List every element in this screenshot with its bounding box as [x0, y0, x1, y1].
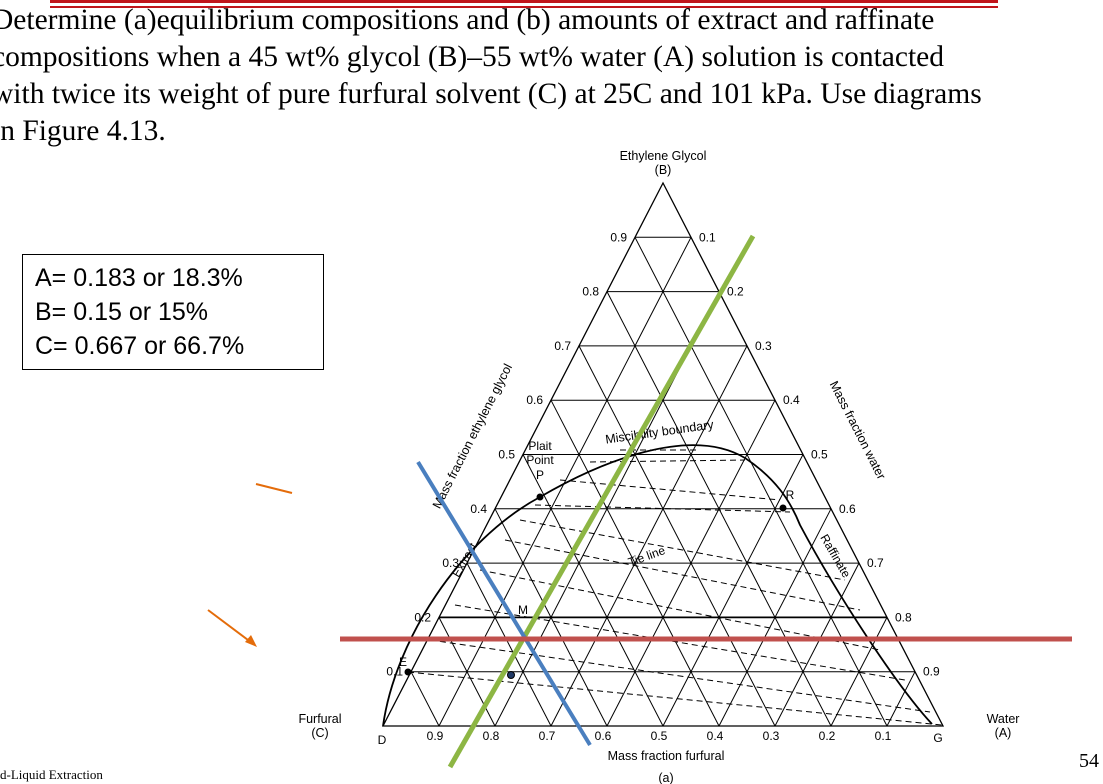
grid-line-a — [550, 345, 748, 727]
left-tick-label: 0.3 — [442, 556, 459, 570]
bottom-tick-label: 0.6 — [595, 729, 612, 743]
plait-label-3: P — [536, 468, 544, 482]
answer-b: B= 0.15 or 15% — [35, 298, 209, 326]
grid-line-c — [410, 671, 440, 727]
right-tick-label: 0.3 — [755, 339, 772, 353]
bottom-tick-label: 0.8 — [483, 729, 500, 743]
tie-line — [589, 459, 746, 463]
problem-line-2: compositions when a 45 wt% glycol (B)–55… — [0, 41, 945, 73]
tie-line — [559, 479, 781, 501]
answer-box: A= 0.183 or 18.3% B= 0.15 or 15% C= 0.66… — [22, 254, 324, 370]
point-label-e: E — [399, 655, 407, 669]
right-tick-label: 0.6 — [839, 502, 856, 516]
apex-left-label: Furfural — [298, 712, 341, 726]
right-tick-label: 0.5 — [811, 448, 828, 462]
bottom-tick-label: 0.2 — [819, 729, 836, 743]
point-label-g: G — [933, 731, 942, 745]
tie-line-label: Tie line — [626, 543, 667, 569]
apex-top-sub: (B) — [655, 163, 672, 177]
tie-line — [504, 539, 861, 611]
bottom-tick-label: 0.5 — [651, 729, 668, 743]
left-tick-label: 0.9 — [610, 230, 627, 244]
grid-line-c — [466, 562, 552, 727]
tie-line — [454, 604, 906, 681]
footer-text: d-Liquid Extraction — [0, 767, 103, 782]
problem-line-4: in Figure 4.13. — [0, 115, 166, 147]
tick-labels: 0.9 0.8 0.7 0.6 0.5 0.4 0.3 0.2 0.1 0.1 0.2 0.3 0.4 0… — [386, 230, 940, 743]
grid-line-a — [662, 454, 804, 727]
blue-construction-line — [416, 460, 592, 747]
extract-point-marker — [404, 668, 412, 676]
right-axis-title: Mass fraction water — [827, 379, 889, 482]
right-tick-label: 0.4 — [783, 393, 800, 407]
plait-point-marker — [536, 493, 544, 501]
right-tick-label: 0.7 — [867, 556, 884, 570]
answer-a: A= 0.183 or 18.3% — [35, 264, 243, 292]
raffinate-point-marker — [779, 504, 787, 512]
tie-line — [534, 504, 791, 513]
answer-c: C= 0.667 or 66.7% — [35, 332, 245, 360]
bottom-tick-label: 0.7 — [539, 729, 556, 743]
header-red-line-2 — [50, 6, 998, 8]
problem-statement: Determine (a)equilibrium compositions an… — [0, 2, 1102, 150]
grid-line-a — [830, 617, 888, 727]
right-tick-label: 0.8 — [895, 610, 912, 624]
left-tick-label: 0.5 — [498, 448, 515, 462]
bottom-tick-label: 0.3 — [763, 729, 780, 743]
bottom-axis-title: Mass fraction furfural — [608, 749, 725, 763]
left-tick-label: 0.4 — [470, 502, 487, 516]
figure-caption: (a) — [658, 771, 673, 784]
curves — [382, 444, 943, 727]
apex-top-label: Ethylene Glycol — [620, 149, 707, 163]
bottom-tick-label: 0.4 — [707, 729, 724, 743]
header-red-line — [50, 0, 998, 3]
right-tick-label: 0.9 — [923, 665, 940, 679]
grid-line-a — [438, 237, 692, 727]
apex-left-sub: (C) — [311, 726, 328, 740]
left-tick-label: 0.6 — [526, 393, 543, 407]
grid-line-c — [634, 237, 888, 727]
left-tick-label: 0.2 — [414, 610, 431, 624]
point-label-r: R — [786, 488, 795, 502]
apex-right-label: Water — [987, 712, 1020, 726]
plait-label-1: Plait — [528, 439, 552, 453]
bottom-tick-label: 0.9 — [427, 729, 444, 743]
miscibility-label: Miscibility boundary — [604, 417, 715, 446]
raffinate-label: Raffinate — [817, 532, 853, 581]
apex-right-sub: (A) — [995, 726, 1012, 740]
point-label-m: M — [518, 603, 528, 617]
orange-arrow-icon — [207, 609, 257, 647]
grid-line-c — [522, 454, 664, 727]
orange-mark-line — [255, 483, 293, 494]
problem-line-3: with twice its weight of pure furfural s… — [0, 78, 982, 110]
tie-line — [479, 569, 881, 651]
plait-label-2: Point — [526, 453, 554, 467]
bottom-tick-label: 0.1 — [875, 729, 892, 743]
grid-line-a — [886, 671, 916, 727]
page-number: 54 — [1079, 750, 1099, 772]
grid-line-a — [774, 562, 860, 727]
problem-line-1: Determine (a)equilibrium compositions an… — [0, 4, 935, 36]
left-tick-label: 0.1 — [386, 665, 403, 679]
green-construction-line — [447, 234, 756, 769]
right-tick-label: 0.2 — [727, 285, 744, 299]
point-label-d: D — [378, 733, 387, 747]
left-tick-label: 0.7 — [554, 339, 571, 353]
mixture-point-marker — [507, 671, 515, 679]
left-tick-label: 0.8 — [582, 285, 599, 299]
right-tick-label: 0.1 — [699, 230, 716, 244]
grid-line-c — [578, 345, 776, 727]
miscibility-curve — [382, 444, 933, 727]
tie-line — [519, 519, 846, 581]
left-axis-title: Mass fraction ethylene glycol — [430, 362, 515, 511]
